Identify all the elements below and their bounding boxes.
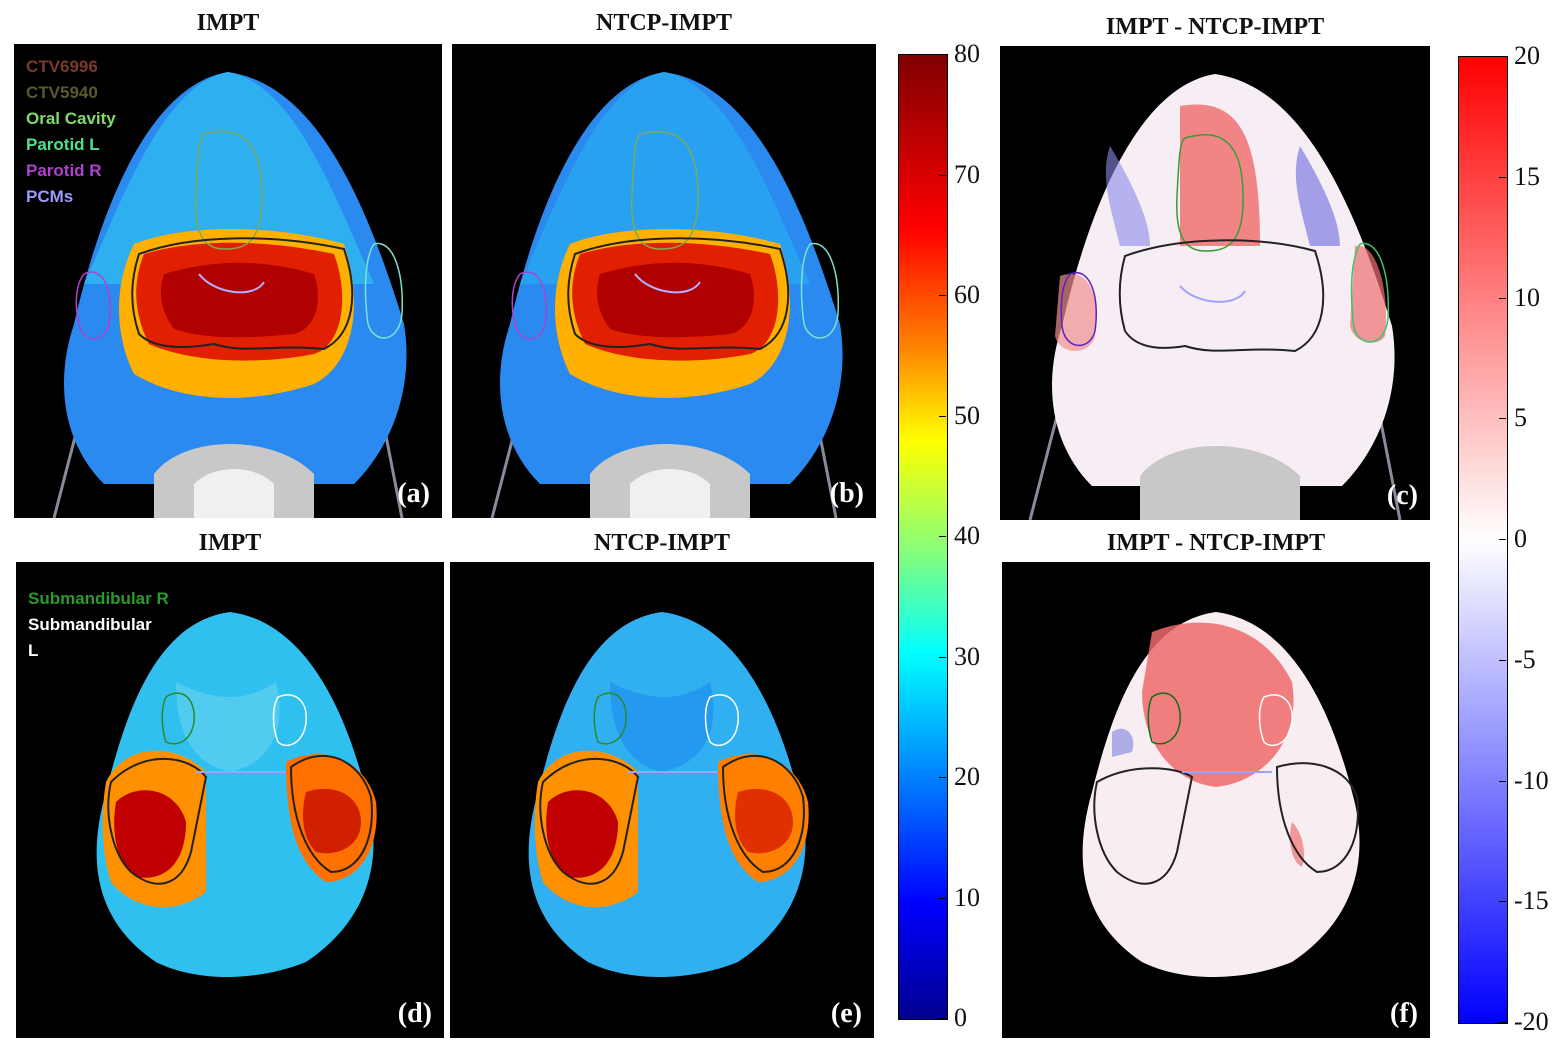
legend-top: CTV6996 CTV5940 Oral Cavity Parotid L Pa…	[26, 54, 116, 210]
dose-colorbar-tick-label: 30	[954, 641, 980, 671]
dose-colorbar-tickmark	[939, 777, 946, 778]
dose-image-d	[96, 612, 377, 977]
panel-label-c: (c)	[1386, 480, 1418, 511]
difference-colorbar-tickmark	[1499, 901, 1506, 903]
difference-colorbar-tickmark	[1499, 780, 1506, 782]
title-b: NTCP-IMPT	[596, 10, 732, 36]
title-a: IMPT	[196, 10, 260, 36]
difference-colorbar-tick-label: -5	[1514, 644, 1536, 674]
panel-c-difference-map: (c)	[1000, 46, 1430, 520]
legend-item-parotid-r: Parotid R	[26, 161, 102, 180]
legend-item-submandibular-l-line2: L	[28, 641, 39, 660]
difference-colorbar-tickmark	[1499, 1022, 1506, 1023]
difference-colorbar	[1458, 56, 1508, 1024]
dose-colorbar-tickmark	[939, 295, 946, 296]
dose-colorbar-tick-label: 70	[954, 159, 980, 189]
difference-colorbar-tickmark	[1499, 297, 1506, 299]
dose-colorbar-tickmark	[939, 1018, 946, 1019]
legend-item-ctv5940: CTV5940	[26, 83, 98, 102]
dose-colorbar-tick-label: 10	[954, 882, 980, 912]
title-e: NTCP-IMPT	[594, 530, 730, 556]
difference-colorbar-tick-label: 0	[1514, 524, 1527, 553]
title-c: IMPT - NTCP-IMPT	[1105, 14, 1325, 40]
title-d: IMPT	[198, 530, 262, 556]
difference-colorbar-tick-label: 15	[1514, 161, 1540, 191]
title-f: IMPT - NTCP-IMPT	[1106, 530, 1326, 556]
difference-colorbar-tickmark	[1499, 418, 1506, 420]
legend-item-ctv6996: CTV6996	[26, 57, 98, 76]
difference-colorbar-tick-label: -10	[1514, 765, 1549, 795]
panel-d-dose-map: Submandibular R Submandibular L (d)	[16, 562, 444, 1038]
difference-image-f	[1082, 612, 1360, 977]
legend-item-submandibular-l-line1: Submandibular	[28, 615, 152, 634]
difference-colorbar-tick-label: 20	[1514, 41, 1540, 70]
dose-colorbar-tickmark	[939, 54, 946, 55]
difference-colorbar-tick-label: -20	[1514, 1007, 1549, 1036]
panel-label-d: (d)	[397, 998, 432, 1029]
dose-colorbar-tick-label: 50	[954, 400, 980, 430]
dose-colorbar	[898, 54, 948, 1020]
dose-image-a	[52, 72, 407, 518]
dose-colorbar-tickmark	[939, 174, 946, 176]
dose-colorbar-tick-label: 20	[954, 762, 980, 791]
legend-item-pcms: PCMs	[26, 187, 74, 206]
difference-colorbar-tick-label: 5	[1514, 403, 1527, 433]
panel-a-dose-map: CTV6996 CTV5940 Oral Cavity Parotid L Pa…	[14, 44, 442, 518]
dose-colorbar-tickmark	[939, 656, 946, 658]
difference-colorbar-tick-label: 10	[1514, 282, 1540, 312]
legend-bottom: Submandibular R Submandibular L	[28, 586, 169, 664]
panel-f-difference-map: (f)	[1002, 562, 1430, 1038]
dose-image-e	[528, 612, 809, 977]
panel-label-f: (f)	[1390, 998, 1418, 1029]
difference-image-c	[1028, 74, 1402, 520]
panel-label-a: (a)	[397, 478, 430, 509]
legend-item-oral-cavity: Oral Cavity	[26, 109, 116, 128]
legend-item-submandibular-r: Submandibular R	[28, 589, 169, 608]
dose-colorbar-tick-label: 40	[954, 521, 980, 550]
panel-e-dose-map: (e)	[450, 562, 874, 1038]
dose-colorbar-tickmark	[939, 415, 946, 417]
dose-colorbar-tick-label: 0	[954, 1003, 967, 1032]
panel-label-b: (b)	[829, 478, 864, 509]
panel-label-e: (e)	[830, 998, 862, 1029]
difference-colorbar-tickmark	[1499, 539, 1506, 540]
difference-colorbar-tickmark	[1499, 659, 1506, 661]
difference-colorbar-tickmark	[1499, 176, 1506, 178]
legend-item-parotid-l: Parotid L	[26, 135, 100, 154]
dose-colorbar-tick-label: 80	[954, 39, 980, 68]
dose-colorbar-tick-label: 60	[954, 280, 980, 309]
dose-image-b	[490, 72, 843, 518]
panel-b-dose-map: (b)	[452, 44, 876, 518]
difference-colorbar-tickmark	[1499, 56, 1506, 57]
dose-colorbar-tickmark	[939, 536, 946, 537]
difference-colorbar-tick-label: -15	[1514, 886, 1549, 916]
dose-colorbar-tickmark	[939, 897, 946, 899]
